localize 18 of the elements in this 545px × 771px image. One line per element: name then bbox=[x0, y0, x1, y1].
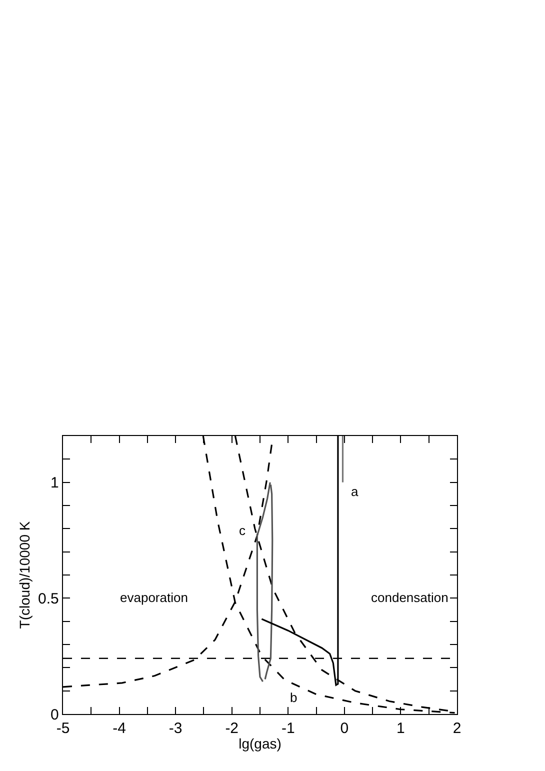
x-tick-label: 0 bbox=[340, 720, 349, 738]
annotation: c bbox=[239, 523, 246, 538]
x-tick-label: -3 bbox=[168, 720, 182, 738]
x-tick-label: -5 bbox=[56, 720, 70, 738]
y-tick-label: 1 bbox=[50, 474, 59, 492]
y-tick-label: 0.5 bbox=[38, 590, 59, 608]
x-tick-label: -1 bbox=[281, 720, 295, 738]
y-axis-title: T(cloud)/10000 K bbox=[16, 520, 33, 629]
x-tick-label: 2 bbox=[452, 720, 462, 738]
x-axis-title: lg(gas) bbox=[238, 735, 282, 752]
x-tick-label: -2 bbox=[225, 720, 239, 738]
annotation: b bbox=[290, 690, 298, 705]
annotation: condensation bbox=[371, 590, 448, 605]
x-tick-label: -4 bbox=[112, 720, 126, 738]
y-tick-label: 0 bbox=[50, 706, 59, 724]
x-tick-label: 1 bbox=[396, 720, 405, 738]
annotation: a bbox=[351, 484, 359, 499]
annotation: evaporation bbox=[120, 590, 188, 605]
